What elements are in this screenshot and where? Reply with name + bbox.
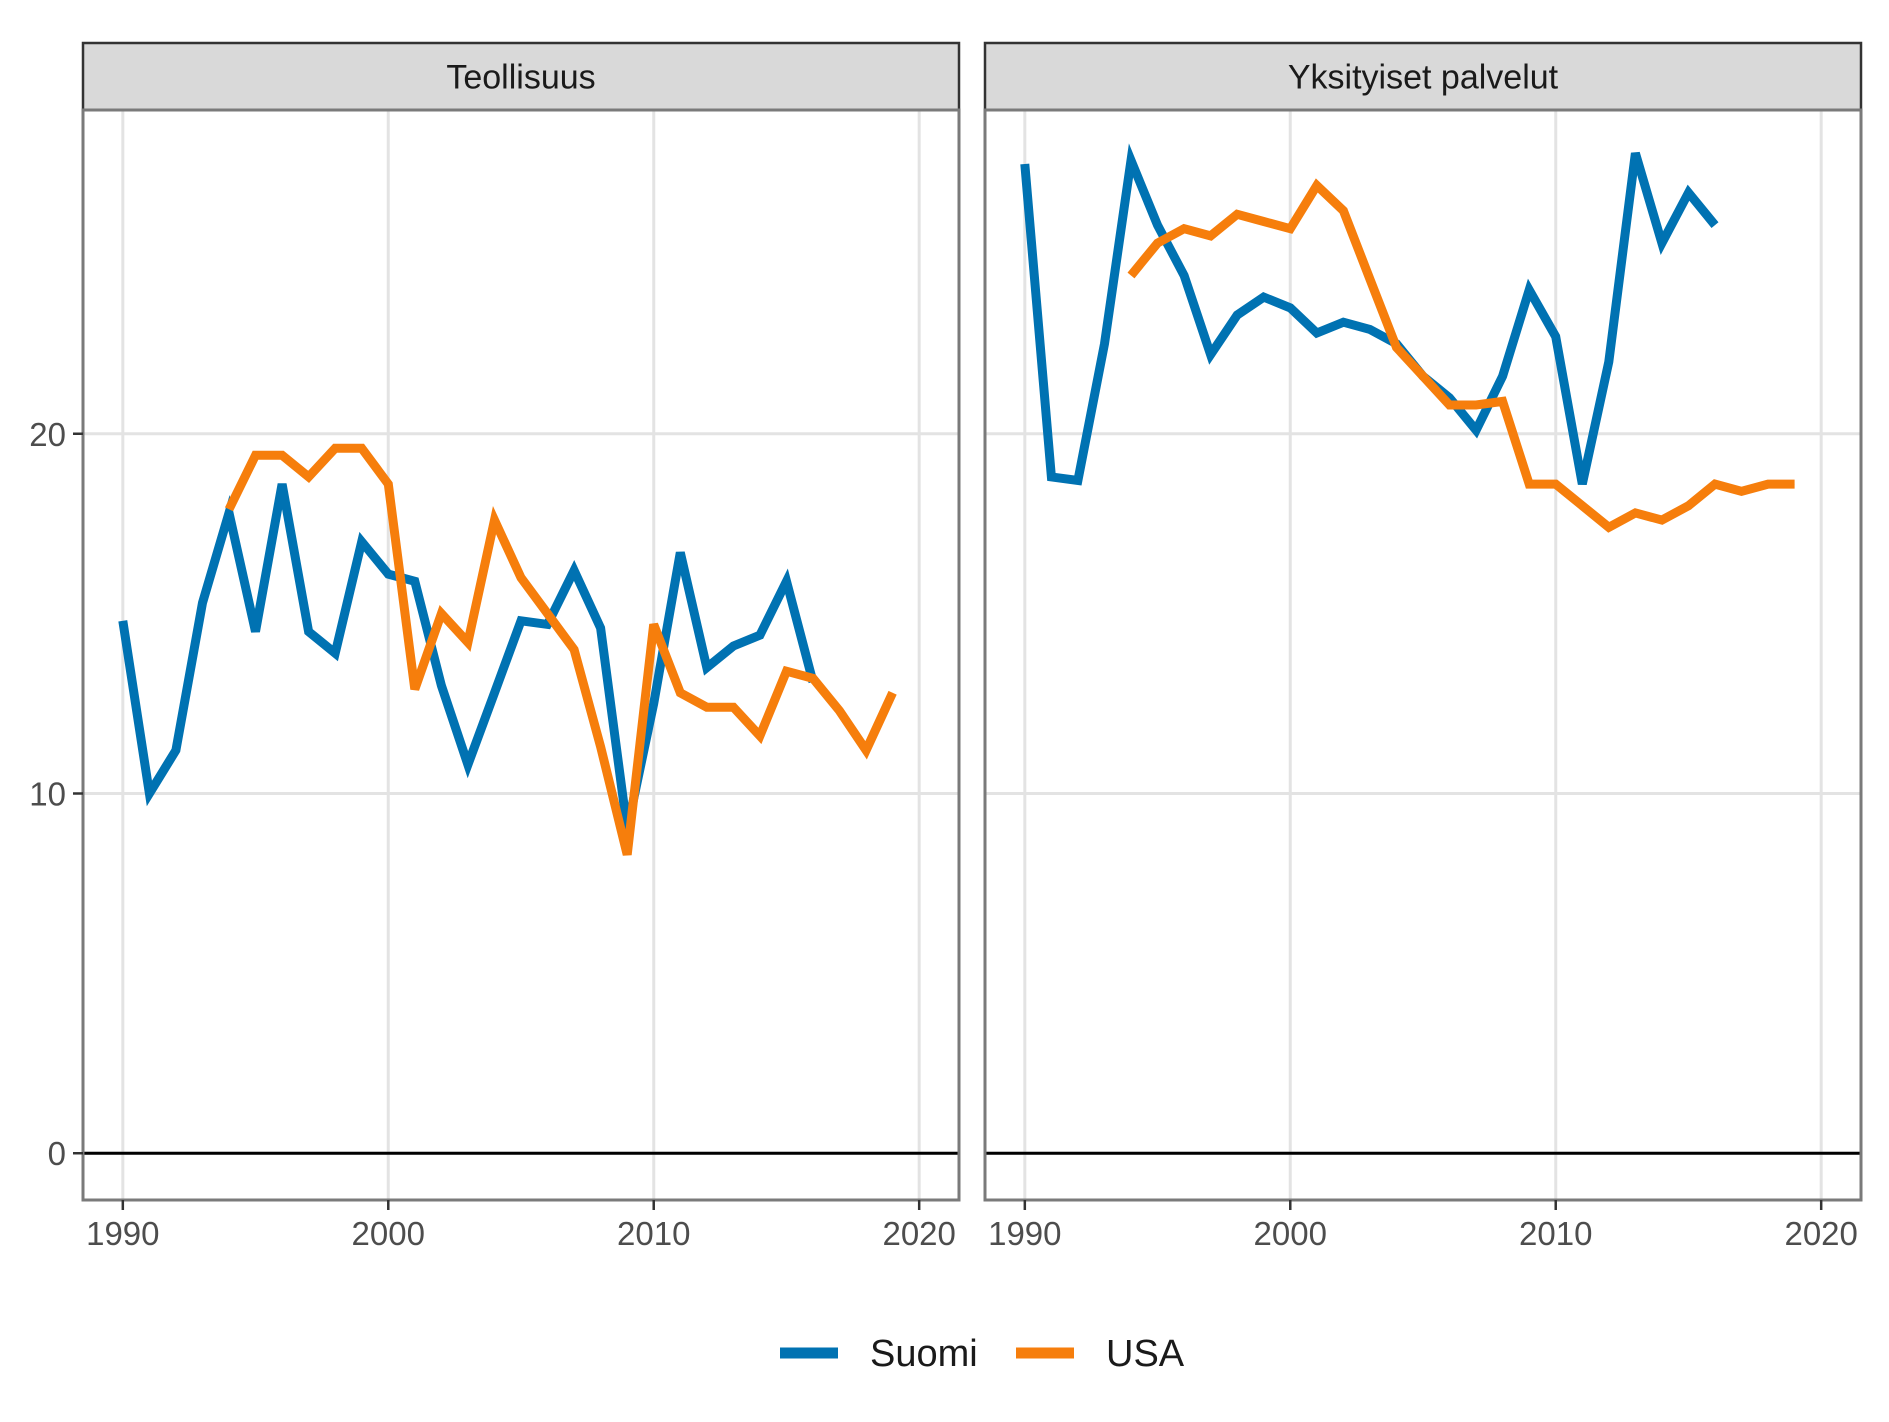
x-tick-label: 2000 — [1254, 1215, 1327, 1252]
panel-2: Yksityiset palvelut 1990 2000 2010 2020 — [985, 43, 1861, 1252]
x-tick-label: 1990 — [988, 1215, 1061, 1252]
x-tick-label: 2020 — [882, 1215, 955, 1252]
x-tick-label: 1990 — [86, 1215, 159, 1252]
legend: Suomi USA — [780, 1333, 1185, 1375]
panel-title: Yksityiset palvelut — [1288, 59, 1559, 97]
legend-label-suomi: Suomi — [870, 1333, 978, 1375]
x-tick-label: 2000 — [352, 1215, 425, 1252]
x-tick-label: 2010 — [1519, 1215, 1592, 1252]
panel-1: Teollisuus 1990 2000 2010 2020 0 10 20 — [29, 43, 959, 1252]
y-tick-label: 20 — [29, 416, 66, 453]
legend-label-usa: USA — [1106, 1333, 1185, 1375]
y-tick-label: 10 — [29, 775, 66, 812]
x-tick-label: 2020 — [1784, 1215, 1857, 1252]
legend-item-usa: USA — [1016, 1333, 1185, 1375]
x-tick-label: 2010 — [617, 1215, 690, 1252]
legend-item-suomi: Suomi — [780, 1333, 978, 1375]
y-tick-label: 0 — [48, 1135, 66, 1172]
panel-title: Teollisuus — [446, 59, 595, 97]
plot-background — [83, 110, 959, 1200]
